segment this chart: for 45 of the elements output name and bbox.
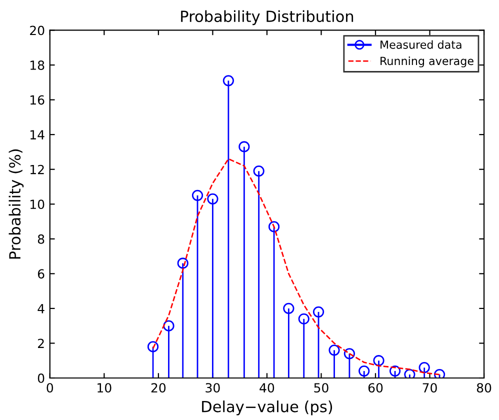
point xyxy=(253,166,264,177)
legend-label: Measured data xyxy=(380,40,462,49)
x-tick-label: 20 xyxy=(151,383,166,393)
point xyxy=(177,258,188,269)
chart-title: Probability Distribution xyxy=(181,10,354,26)
point xyxy=(283,302,294,314)
y-axis-title: Probability (%) xyxy=(8,149,24,259)
y-tick-label: 8 xyxy=(38,234,44,244)
y-tick-label: 18 xyxy=(30,60,44,70)
y-tick-label: 14 xyxy=(30,130,44,140)
x-axis-title: Delay−value (ps) xyxy=(202,400,332,416)
point xyxy=(207,193,218,204)
x-tick-label: 70 xyxy=(422,383,437,393)
point xyxy=(404,368,416,378)
x-tick-label: 0 xyxy=(46,383,54,393)
y-tick-label: 2 xyxy=(38,338,44,348)
point xyxy=(163,320,174,332)
x-tick-label: 10 xyxy=(98,383,112,393)
x-tick-label: 40 xyxy=(260,383,274,393)
y-tick-label: 10 xyxy=(30,200,44,210)
legend-label: Running average xyxy=(380,56,474,68)
point xyxy=(389,365,401,377)
y-tick-label: 6 xyxy=(38,269,44,279)
point xyxy=(358,365,370,377)
point xyxy=(418,362,430,374)
point xyxy=(344,348,356,360)
y-tick-label: 12 xyxy=(30,164,44,174)
x-tick-label: 60 xyxy=(368,383,383,393)
point xyxy=(268,221,280,232)
y-tick-label: 0 xyxy=(38,373,44,383)
x-tick-label: 50 xyxy=(314,383,328,393)
point xyxy=(312,306,324,318)
point xyxy=(192,190,204,201)
point xyxy=(328,344,340,356)
point xyxy=(298,313,310,324)
point xyxy=(222,75,234,86)
y-tick-label: 20 xyxy=(30,26,44,36)
x-tick-label: 80 xyxy=(476,383,492,393)
point xyxy=(147,341,159,352)
point xyxy=(373,355,384,366)
x-tick-label: 30 xyxy=(206,383,220,393)
point xyxy=(434,368,446,378)
y-tick-label: 16 xyxy=(30,95,44,105)
y-tick-label: 4 xyxy=(38,304,44,314)
point xyxy=(238,141,250,152)
